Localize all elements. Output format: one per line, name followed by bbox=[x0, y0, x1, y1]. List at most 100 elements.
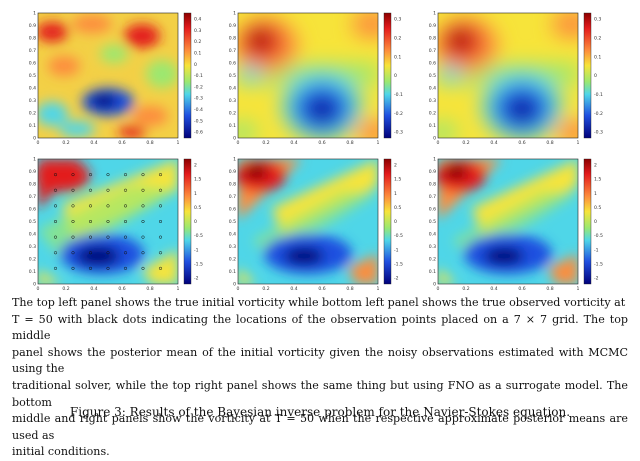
x-tick-label: 1 bbox=[577, 140, 580, 144]
observation-point bbox=[123, 173, 128, 177]
colorbar-tick-label: -0.1 bbox=[394, 92, 403, 98]
y-tick-label: 0.4 bbox=[429, 86, 436, 92]
colorbar-tick-label: 0.5 bbox=[594, 205, 601, 211]
observation-point bbox=[123, 251, 128, 255]
figure-caption-text: Results of the Bayesian inverse problem … bbox=[129, 405, 571, 419]
colorbar-tick-label: -1 bbox=[594, 247, 599, 253]
x-tick-label: 0 bbox=[237, 140, 240, 144]
colorbar-tick-label: 0.2 bbox=[394, 35, 401, 41]
observation-point bbox=[141, 219, 145, 224]
colorbar-tick-label: -0.1 bbox=[194, 73, 203, 79]
x-tick-label: 0 bbox=[237, 286, 240, 290]
observation-point bbox=[106, 251, 110, 255]
x-tick-label: 1 bbox=[177, 140, 180, 144]
x-tick-label: 0.8 bbox=[346, 140, 353, 144]
colorbar-tick-label: 2 bbox=[394, 163, 397, 169]
colorbar-tick-label: 0.2 bbox=[594, 35, 601, 41]
colorbar-tick-label: 1 bbox=[594, 191, 597, 197]
x-tick-label: 0 bbox=[437, 140, 440, 144]
colorbar-tick-label: 0 bbox=[594, 73, 597, 79]
y-tick-label: 0 bbox=[33, 282, 36, 288]
colorbar-tick-label: -0.2 bbox=[594, 111, 603, 117]
y-tick-label: 0.8 bbox=[429, 182, 436, 188]
observation-point bbox=[71, 266, 75, 270]
heatmap-posterior-mean-mcmc: 0 0.1 0.2 0.3 0.4 0.5 0.6 0.7 0.8 0.9 1 0 0.2 0.4 0.6 0… bbox=[229, 11, 403, 144]
y-tick-label: 0.7 bbox=[29, 48, 36, 54]
panel-bottom-right: 0 0.1 0.2 0.3 0.4 0.5 0.6 0.7 0.8 0.9 1 0 0.2 0.4 0.6 0… bbox=[422, 150, 622, 290]
colorbar-tick-label: -0.5 bbox=[394, 233, 403, 239]
y-tick-label: 1 bbox=[233, 157, 236, 163]
colorbar-tick-label: 0 bbox=[594, 219, 597, 225]
heatmap-true-initial-vorticity: 0 0.1 0.2 0.3 0.4 0.5 0.6 0.7 0.8 0.9 1 0 0.2 0.4 0.6… bbox=[29, 11, 203, 144]
y-tick-label: 0.8 bbox=[429, 36, 436, 42]
colorbar-tick-label: 1.5 bbox=[394, 177, 401, 183]
y-tick-label: 0.1 bbox=[229, 123, 236, 129]
x-tick-label: 0.6 bbox=[318, 286, 325, 290]
observation-point bbox=[141, 188, 145, 192]
colorbar-tick-label: -1 bbox=[394, 247, 399, 253]
y-tick-label: 0.3 bbox=[229, 98, 236, 104]
observation-point bbox=[123, 266, 128, 270]
observation-point bbox=[106, 266, 110, 270]
y-tick-label: 0.7 bbox=[29, 194, 36, 200]
y-tick-label: 0.9 bbox=[29, 23, 36, 29]
y-tick-label: 0.4 bbox=[29, 86, 36, 92]
x-tick-label: 0 bbox=[437, 286, 440, 290]
observation-point bbox=[53, 251, 58, 255]
y-tick-label: 0.2 bbox=[29, 257, 36, 263]
colorbar-tick-label: 1 bbox=[394, 191, 397, 197]
x-tick-label: 0.6 bbox=[118, 286, 125, 290]
observation-point bbox=[88, 204, 93, 208]
x-tick-label: 1 bbox=[177, 286, 180, 290]
y-tick-label: 0.5 bbox=[29, 219, 36, 225]
colorbar-tick-label: -2 bbox=[194, 276, 199, 282]
y-tick-label: 0.5 bbox=[229, 219, 236, 225]
observation-point bbox=[88, 188, 93, 192]
colorbar-tick-label: 0.5 bbox=[394, 205, 401, 211]
y-tick-label: 0.4 bbox=[29, 232, 36, 238]
x-tick-label: 0 bbox=[37, 140, 40, 144]
heatmap-true-observed-vorticity: 0 0.1 0.2 0.3 0.4 0.5 0.6 0.7 0.8 0.9 1 0 0.2 0.4 0.6 0… bbox=[29, 157, 203, 290]
y-tick-label: 0.5 bbox=[29, 73, 36, 79]
observation-point bbox=[158, 235, 163, 239]
x-tick-label: 0.2 bbox=[462, 286, 469, 290]
observation-point bbox=[53, 219, 58, 224]
observation-point bbox=[141, 266, 145, 270]
colorbar-tick-label: 1.5 bbox=[594, 177, 601, 183]
observation-point bbox=[53, 173, 58, 177]
y-tick-label: 0.4 bbox=[429, 232, 436, 238]
y-tick-label: 0.7 bbox=[229, 194, 236, 200]
y-tick-label: 0.3 bbox=[29, 98, 36, 104]
x-tick-label: 0.4 bbox=[490, 286, 497, 290]
colorbar-tick-label: -0.5 bbox=[194, 118, 203, 124]
colorbar-tick-label: 0.1 bbox=[394, 54, 401, 60]
observation-point bbox=[123, 204, 128, 208]
observation-point bbox=[53, 235, 58, 239]
observation-point bbox=[141, 251, 145, 255]
colorbar-tick-label: -0.5 bbox=[594, 233, 603, 239]
observation-point bbox=[88, 235, 93, 239]
observation-point bbox=[71, 188, 75, 192]
y-tick-label: 0.6 bbox=[429, 61, 436, 67]
y-tick-label: 0.8 bbox=[229, 182, 236, 188]
observation-point bbox=[158, 219, 163, 224]
observation-point bbox=[53, 266, 58, 270]
x-tick-label: 0.8 bbox=[346, 286, 353, 290]
colorbar-tick-label: -0.3 bbox=[394, 130, 403, 136]
x-tick-label: 0.8 bbox=[546, 286, 553, 290]
y-tick-label: 0.9 bbox=[429, 23, 436, 29]
y-tick-label: 0.5 bbox=[229, 73, 236, 79]
y-tick-label: 0.2 bbox=[429, 257, 436, 263]
observation-point bbox=[106, 235, 110, 239]
observation-point bbox=[106, 204, 110, 208]
y-tick-label: 0 bbox=[33, 136, 36, 142]
observation-point bbox=[71, 173, 75, 177]
observation-point bbox=[53, 204, 58, 208]
x-tick-label: 0.2 bbox=[262, 140, 269, 144]
x-tick-label: 0.8 bbox=[146, 286, 153, 290]
colorbar-tick-label: -0.2 bbox=[394, 111, 403, 117]
x-tick-label: 0.8 bbox=[546, 140, 553, 144]
description-line: The top left panel shows the true initia… bbox=[12, 296, 626, 309]
y-tick-label: 0.2 bbox=[29, 111, 36, 117]
y-tick-label: 0 bbox=[433, 136, 436, 142]
